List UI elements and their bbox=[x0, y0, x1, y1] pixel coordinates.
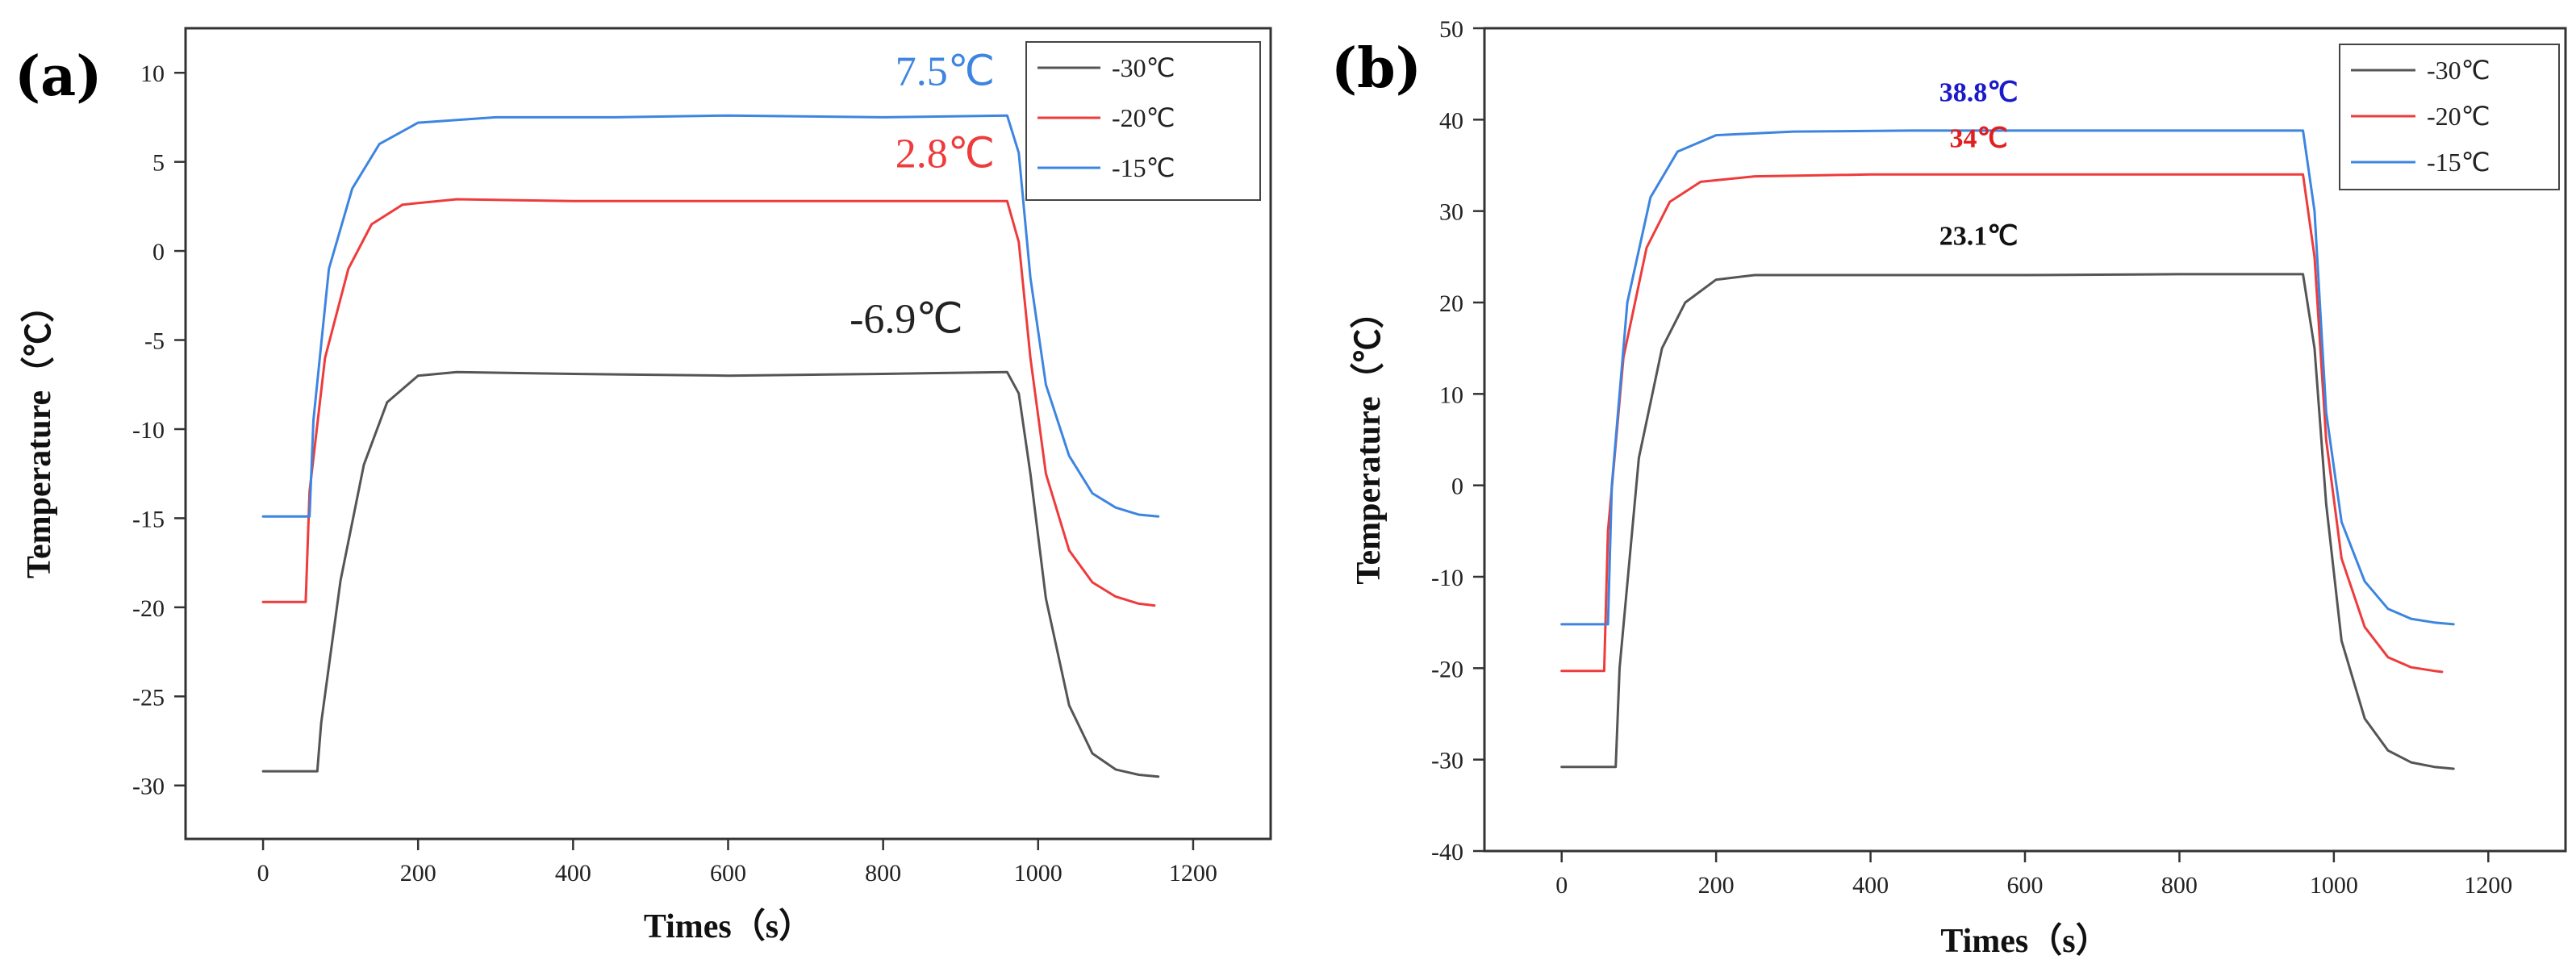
y-tick-label: -10 bbox=[132, 417, 165, 444]
y-tick-label: 10 bbox=[140, 60, 165, 87]
y-tick-label: 0 bbox=[1451, 474, 1463, 500]
value-annotation: 38.8℃ bbox=[1939, 78, 2019, 108]
y-tick-label: -20 bbox=[132, 595, 165, 622]
x-tick-label: 200 bbox=[1698, 872, 1735, 899]
x-tick-label: 1200 bbox=[2464, 872, 2512, 899]
value-annotation: 34℃ bbox=[1949, 123, 2007, 153]
y-tick-label: 0 bbox=[152, 239, 165, 265]
legend-entry: -20℃ bbox=[2427, 102, 2490, 131]
y-tick-label: -30 bbox=[132, 774, 165, 800]
x-tick-label: 400 bbox=[555, 860, 591, 887]
x-tick-label: 800 bbox=[2161, 872, 2198, 899]
y-tick-label: -20 bbox=[1431, 656, 1463, 682]
legend-box bbox=[1025, 41, 1261, 201]
value-annotation: -6.9℃ bbox=[850, 297, 963, 343]
series-line-15c bbox=[261, 114, 1160, 518]
y-axis-title: Temperature（℃） bbox=[20, 289, 58, 578]
x-axis-title: Times（s） bbox=[1940, 922, 2109, 960]
y-tick-label: -10 bbox=[1431, 565, 1463, 591]
y-tick-label: 10 bbox=[1439, 382, 1463, 408]
series-line-15c bbox=[1560, 129, 2455, 626]
series-line-30c bbox=[261, 370, 1160, 778]
series-line-20c bbox=[261, 198, 1156, 607]
series-line-20c bbox=[1560, 173, 2444, 674]
y-tick-label: -30 bbox=[1431, 748, 1463, 774]
y-axis-title: Temperature（℃） bbox=[1350, 294, 1388, 584]
x-tick-label: 0 bbox=[1555, 872, 1568, 899]
panel-label-a: (a) bbox=[15, 44, 102, 109]
x-tick-label: 400 bbox=[1852, 872, 1889, 899]
panel-label-b: (b) bbox=[1331, 36, 1422, 101]
chart-panel-b: 0 200 400 600 800 1000 1200 -40 -30 -20 -10 0 10 20 30… bbox=[1350, 16, 2567, 960]
x-tick-label: 1200 bbox=[1169, 860, 1217, 887]
x-tick-label: 800 bbox=[865, 860, 901, 887]
y-tick-label: 30 bbox=[1439, 199, 1463, 226]
legend-entry: -15℃ bbox=[1112, 153, 1175, 182]
y-tick-label: 5 bbox=[152, 150, 165, 177]
series-line-30c bbox=[1560, 273, 2455, 770]
x-tick-label: 0 bbox=[257, 860, 269, 887]
legend-entry: -30℃ bbox=[2427, 56, 2490, 85]
x-tick-label: 1000 bbox=[1014, 860, 1063, 887]
legend-entry: -30℃ bbox=[1112, 53, 1175, 82]
x-tick-label: 600 bbox=[2007, 872, 2044, 899]
x-tick-label: 1000 bbox=[2310, 872, 2358, 899]
legend-entry: -15℃ bbox=[2427, 148, 2490, 177]
chart-panel-a: 0 200 400 600 800 1000 1200 -30 -25 -20 -15 -10 -5 0 5… bbox=[20, 27, 1272, 945]
x-tick-label: 600 bbox=[710, 860, 746, 887]
value-annotation: 2.8℃ bbox=[896, 131, 995, 177]
y-tick-label: -25 bbox=[132, 684, 165, 711]
x-tick-label: 200 bbox=[400, 860, 436, 887]
y-tick-label: -5 bbox=[144, 328, 165, 355]
y-tick-label: 50 bbox=[1439, 16, 1463, 43]
y-tick-label: 20 bbox=[1439, 290, 1463, 317]
y-tick-label: -15 bbox=[132, 506, 165, 532]
y-tick-label: -40 bbox=[1431, 839, 1463, 866]
y-tick-label: 40 bbox=[1439, 107, 1463, 134]
value-annotation: 23.1℃ bbox=[1939, 222, 2019, 252]
legend-entry: -20℃ bbox=[1112, 103, 1175, 132]
value-annotation: 7.5℃ bbox=[896, 49, 995, 95]
x-axis-title: Times（s） bbox=[644, 908, 812, 945]
